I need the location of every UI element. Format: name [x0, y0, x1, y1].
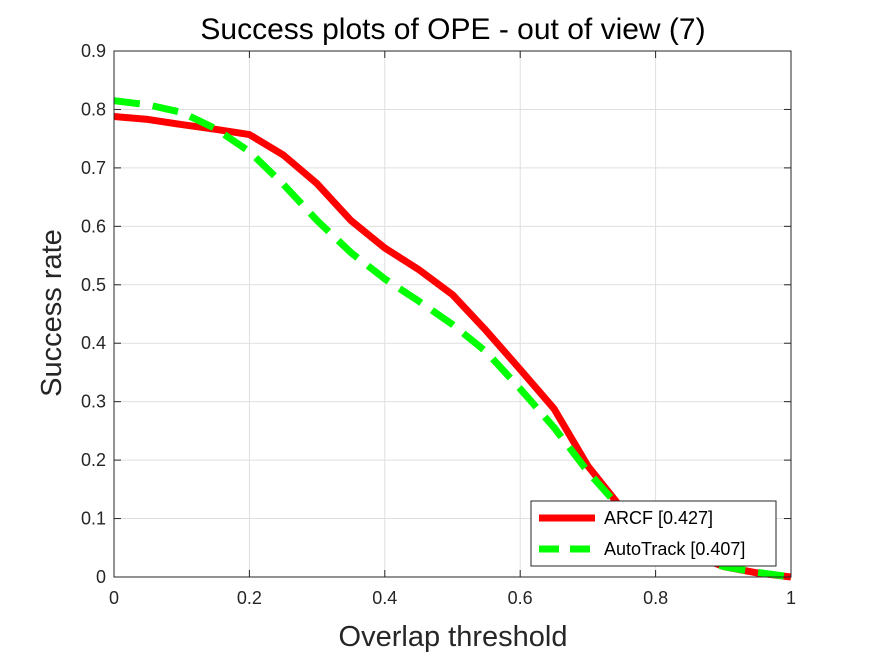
- x-tick-label: 0.8: [643, 588, 668, 608]
- axes-box: [113, 50, 792, 578]
- y-tick-label: 0.7: [81, 158, 106, 178]
- y-tick-label: 0: [96, 567, 106, 587]
- y-tick-label: 0.9: [81, 41, 106, 61]
- x-tick-label: 0: [109, 588, 119, 608]
- y-tick-label: 0.5: [81, 275, 106, 295]
- y-tick-label: 0.3: [81, 392, 106, 412]
- y-tick-label: 0.6: [81, 216, 106, 236]
- series-line-1: [113, 97, 792, 581]
- x-tick-label: 1: [786, 588, 796, 608]
- x-axis-label: Overlap threshold: [339, 621, 568, 653]
- chart-title: Success plots of OPE - out of view (7): [200, 13, 705, 46]
- y-tick-label: 0.1: [81, 509, 106, 529]
- legend-box: [530, 500, 777, 567]
- x-tick-label: 0.2: [237, 588, 262, 608]
- legend-label-1: AutoTrack [0.407]: [604, 539, 745, 559]
- x-tick-label: 0.4: [372, 588, 397, 608]
- legend-label-0: ARCF [0.427]: [604, 508, 713, 528]
- y-tick-label: 0.4: [81, 333, 106, 353]
- x-tick-label: 0.6: [508, 588, 533, 608]
- y-axis-label: Success rate: [36, 229, 68, 397]
- y-tick-label: 0.2: [81, 450, 106, 470]
- y-tick-label: 0.8: [81, 99, 106, 119]
- plot-area: 0 0.2 0.4 0.6 0.8 1 0 0.1 0.2 0.3 0.4 0.5 0.6 0.7 0.8 0…: [81, 41, 796, 608]
